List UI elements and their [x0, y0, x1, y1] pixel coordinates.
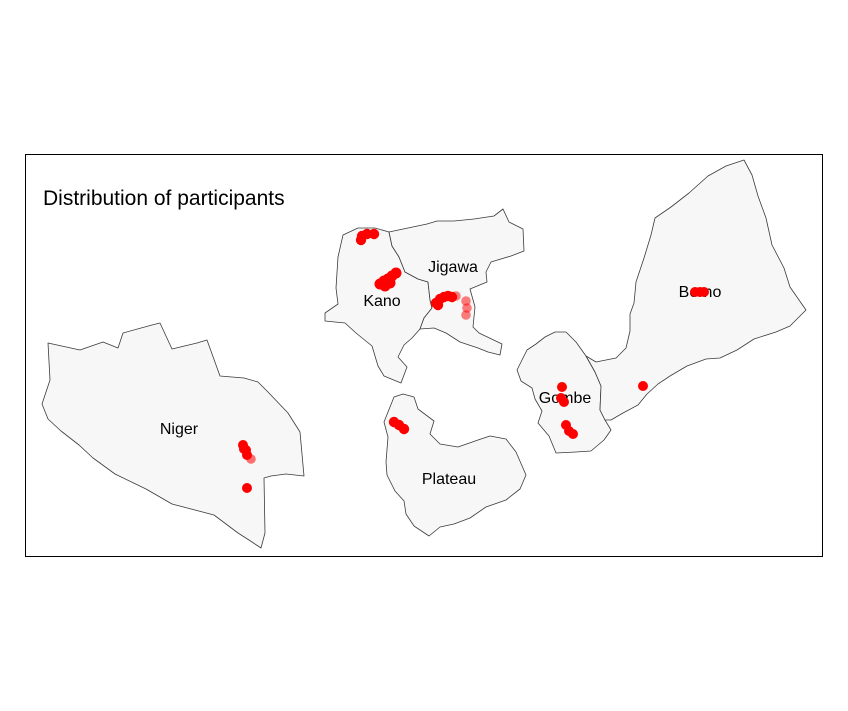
participant-point: [242, 483, 252, 493]
state-label-plateau: Plateau: [422, 471, 476, 488]
state-label-kano: Kano: [363, 293, 400, 310]
participant-points: [238, 228, 709, 493]
participant-point: [462, 303, 472, 313]
participant-point: [246, 454, 256, 464]
state-niger: [41, 322, 305, 549]
state-label-niger: Niger: [160, 421, 199, 438]
participant-point: [384, 277, 396, 289]
participant-point: [559, 397, 569, 407]
state-plateau: [383, 393, 527, 537]
participant-point: [451, 291, 461, 301]
state-jigawa: [388, 208, 525, 356]
participant-point: [461, 310, 471, 320]
participant-point: [461, 296, 471, 306]
state-gombe: [516, 331, 612, 454]
participant-point: [239, 444, 249, 454]
participant-point: [390, 267, 402, 279]
state-label-jigawa: Jigawa: [428, 259, 478, 276]
participant-point: [568, 429, 578, 439]
participant-point: [557, 382, 567, 392]
participant-point: [638, 381, 648, 391]
participant-point: [432, 299, 444, 311]
participant-point: [355, 234, 367, 246]
participant-point: [368, 228, 380, 240]
map-title: Distribution of participants: [43, 187, 285, 210]
participant-point: [398, 423, 410, 435]
participant-point: [699, 287, 709, 297]
